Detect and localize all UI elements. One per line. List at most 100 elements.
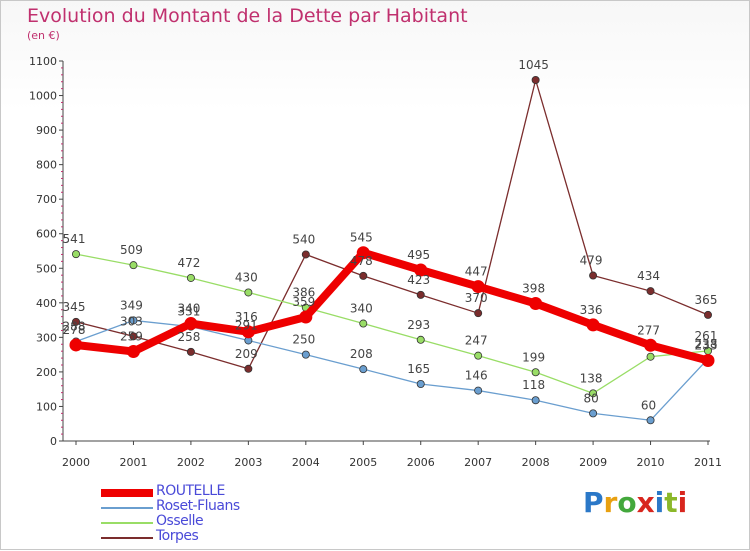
data-point xyxy=(586,318,600,332)
data-point xyxy=(589,409,598,418)
data-label: 303 xyxy=(120,314,143,328)
data-label: 288 xyxy=(63,320,86,334)
data-label: 208 xyxy=(350,347,373,361)
brand-letter: i xyxy=(677,486,688,519)
legend-swatch xyxy=(101,521,153,524)
y-tick-label: 0 xyxy=(50,435,57,448)
data-point xyxy=(301,250,310,259)
x-tick-label: 2004 xyxy=(292,456,320,469)
legend-swatch xyxy=(101,536,153,539)
data-label: 495 xyxy=(407,248,430,262)
data-label: 258 xyxy=(177,330,200,344)
data-label: 331 xyxy=(177,305,200,319)
data-point xyxy=(359,365,368,374)
data-point xyxy=(186,273,195,282)
brand-letter: r xyxy=(603,486,618,519)
data-point xyxy=(301,350,310,359)
y-tick-label: 200 xyxy=(36,366,57,379)
data-point xyxy=(646,287,655,296)
data-label: 259 xyxy=(120,330,143,344)
data-point xyxy=(531,76,540,85)
data-point xyxy=(531,368,540,377)
y-tick-label: 100 xyxy=(36,400,57,413)
data-label: 250 xyxy=(292,333,315,347)
data-point xyxy=(184,317,198,331)
data-point xyxy=(471,280,485,294)
data-label: 349 xyxy=(120,298,143,312)
y-tick-label: 400 xyxy=(36,297,57,310)
data-point xyxy=(704,310,713,319)
data-label: 509 xyxy=(120,243,143,257)
data-label: 278 xyxy=(63,323,86,337)
x-tick-label: 2008 xyxy=(522,456,550,469)
data-point xyxy=(531,396,540,405)
data-label: 238 xyxy=(695,337,718,351)
x-tick-label: 2003 xyxy=(234,456,262,469)
y-tick-label: 1100 xyxy=(29,55,57,68)
x-tick-label: 2000 xyxy=(62,456,90,469)
data-label: 60 xyxy=(641,398,656,412)
data-label: 277 xyxy=(637,323,660,337)
data-label: 1045 xyxy=(518,58,549,72)
y-tick-label: 500 xyxy=(36,262,57,275)
brand-letter: x xyxy=(636,486,655,519)
legend-swatch xyxy=(101,488,153,497)
data-point xyxy=(69,338,83,352)
legend-label: Torpes xyxy=(156,528,199,544)
data-label: 540 xyxy=(292,232,315,246)
x-tick-label: 2005 xyxy=(349,456,377,469)
data-point xyxy=(72,317,81,326)
data-point xyxy=(416,335,425,344)
data-point xyxy=(359,271,368,280)
legend-label: Roset-Fluans xyxy=(156,498,240,514)
x-tick-label: 2009 xyxy=(579,456,607,469)
data-point xyxy=(589,271,598,280)
data-point xyxy=(356,246,370,260)
data-label: 291 xyxy=(235,318,258,332)
data-point xyxy=(129,261,138,270)
data-label: 316 xyxy=(235,310,258,324)
data-label: 386 xyxy=(292,286,315,300)
data-label: 293 xyxy=(407,318,430,332)
chart-subtitle: (en €) xyxy=(27,29,60,42)
y-tick-label: 600 xyxy=(36,228,57,241)
data-label: 430 xyxy=(235,270,258,284)
x-tick-label: 2006 xyxy=(407,456,435,469)
data-point xyxy=(589,389,598,398)
proxiti-logo: Proxiti xyxy=(583,486,687,519)
data-label: 209 xyxy=(235,347,258,361)
series-line-routelle xyxy=(72,248,712,365)
y-tick-label: 1000 xyxy=(29,90,57,103)
y-tick-label: 700 xyxy=(36,193,57,206)
data-label: 340 xyxy=(177,302,200,316)
data-point xyxy=(72,250,81,259)
data-point xyxy=(126,345,140,359)
data-point xyxy=(529,297,543,311)
data-label: 545 xyxy=(350,231,373,245)
data-point xyxy=(244,288,253,297)
data-point xyxy=(701,354,715,368)
data-point xyxy=(416,290,425,299)
series-line-torpes xyxy=(75,79,709,370)
data-point xyxy=(474,386,483,395)
data-label: 345 xyxy=(63,300,86,314)
data-label: 199 xyxy=(522,350,545,364)
data-point xyxy=(186,347,195,356)
x-tick-label: 2011 xyxy=(694,456,722,469)
data-point xyxy=(129,332,138,341)
data-label: 541 xyxy=(63,232,86,246)
data-label: 165 xyxy=(407,362,430,376)
data-point xyxy=(414,263,428,277)
data-label: 359 xyxy=(292,295,315,309)
data-point xyxy=(416,379,425,388)
data-point xyxy=(129,316,138,325)
chart-title: Evolution du Montant de la Dette par Hab… xyxy=(27,5,468,27)
data-point xyxy=(474,309,483,318)
data-label: 365 xyxy=(695,293,718,307)
y-tick-label: 800 xyxy=(36,159,57,172)
data-label: 398 xyxy=(522,282,545,296)
data-point xyxy=(244,364,253,373)
data-label: 336 xyxy=(580,303,603,317)
data-label: 118 xyxy=(522,378,545,392)
